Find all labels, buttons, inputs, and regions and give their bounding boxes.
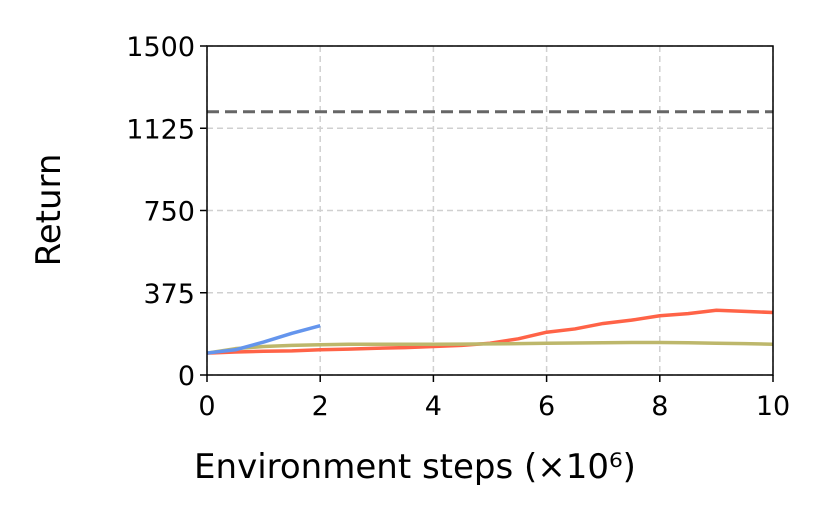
series-line <box>206 323 321 355</box>
x-tick-label: 2 <box>312 391 329 422</box>
x-tick-label: 4 <box>425 391 442 422</box>
plot-frame <box>206 45 774 376</box>
y-tick-label: 375 <box>143 279 195 310</box>
y-tick-label: 1125 <box>126 114 195 145</box>
x-tick-label: 10 <box>756 391 790 422</box>
x-tick-label: 8 <box>651 391 668 422</box>
y-tick-label: 750 <box>143 197 195 228</box>
x-tick-label: 6 <box>538 391 555 422</box>
y-tick-label: 0 <box>178 361 195 392</box>
x-tick-label: 0 <box>198 391 215 422</box>
y-tick-label: 1500 <box>126 32 195 63</box>
y-axis-label: Return <box>29 154 69 267</box>
x-axis-label: Environment steps (×10⁶) <box>194 447 636 487</box>
series-line <box>206 340 774 355</box>
